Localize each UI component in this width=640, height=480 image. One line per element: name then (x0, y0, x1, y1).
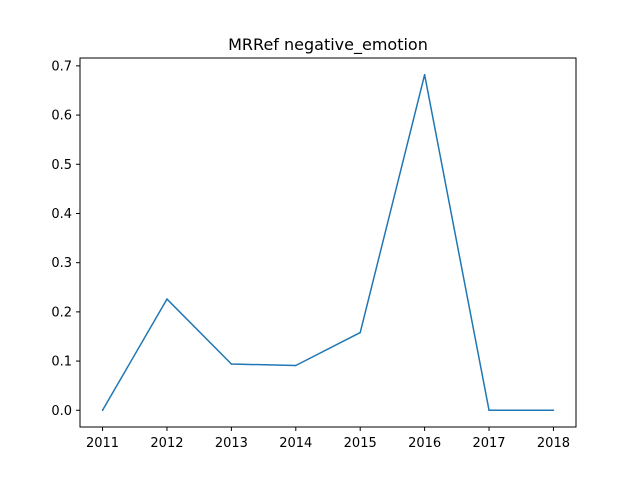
series-layer (101, 73, 555, 412)
data-point (101, 409, 104, 412)
data-point (230, 363, 233, 365)
x-tick-label: 2011 (86, 436, 119, 451)
y-tick-label: 0.1 (51, 355, 72, 370)
data-point (552, 409, 555, 412)
y-tick-label: 0.7 (51, 59, 72, 74)
x-tick-label: 2013 (215, 436, 248, 451)
y-axis: 0.0 0.1 0.2 0.3 0.4 0.5 0.6 0.7 (51, 59, 80, 419)
series-line (101, 73, 554, 412)
data-point (166, 298, 168, 300)
x-tick-label: 2016 (408, 436, 441, 451)
x-tick-label: 2017 (472, 436, 505, 451)
x-tick-label: 2014 (279, 436, 312, 451)
y-tick-label: 0.4 (51, 207, 72, 222)
x-tick-label: 2012 (150, 436, 183, 451)
x-axis: 2011 2012 2013 2014 2015 2016 2017 2018 (86, 427, 570, 451)
x-tick-label: 2015 (344, 436, 377, 451)
data-point (294, 364, 297, 367)
y-tick-label: 0.6 (51, 109, 72, 124)
chart-title: MRRef negative_emotion (228, 35, 428, 55)
data-point (359, 331, 362, 334)
y-tick-label: 0.2 (51, 305, 72, 320)
y-tick-label: 0.5 (51, 158, 72, 173)
y-tick-label: 0.0 (51, 404, 72, 419)
data-point (423, 73, 426, 76)
axes-frame (79, 57, 577, 428)
y-tick-label: 0.3 (51, 256, 72, 271)
x-tick-label: 2018 (537, 436, 570, 451)
data-point (488, 409, 490, 412)
